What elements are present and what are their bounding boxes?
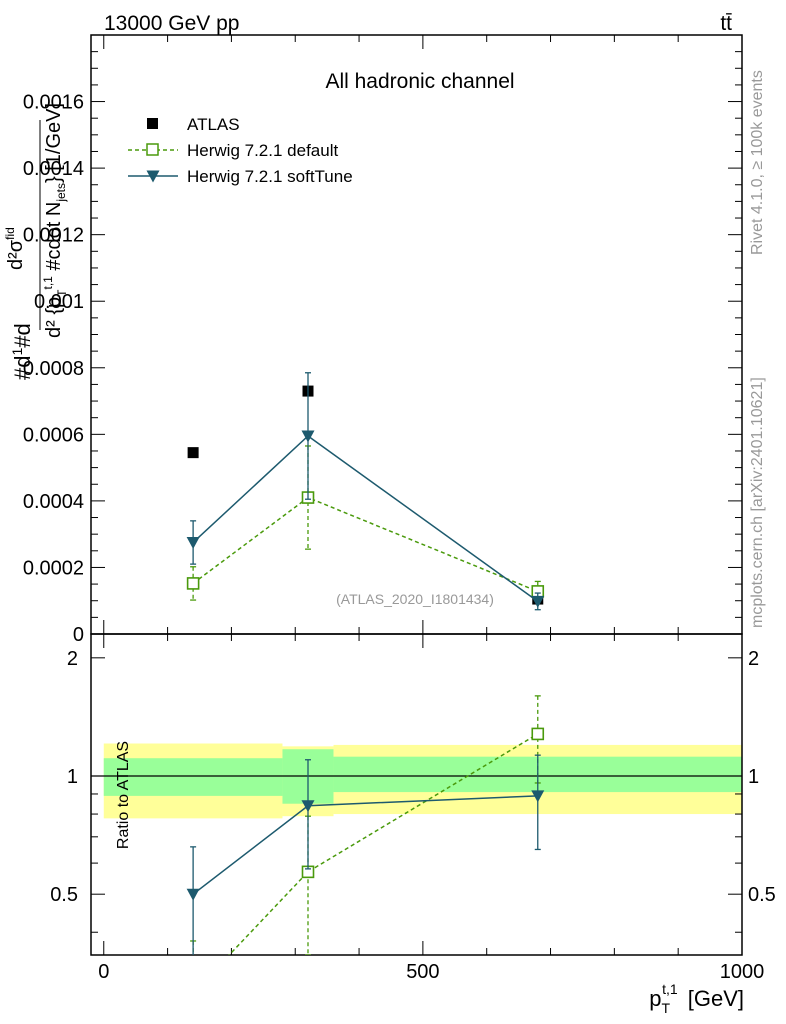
series-1-point-2	[531, 595, 545, 608]
y-ratio-tick-label-l-0.5: 0.5	[50, 884, 78, 906]
rivet-version-label: Rivet 4.1.0, ≥ 100k events	[749, 70, 766, 255]
x-tick-label-500: 500	[406, 961, 439, 983]
ratio-band-inner-0	[103, 758, 283, 796]
series-0-line	[192, 496, 539, 593]
atlas-point-0	[187, 447, 199, 459]
svg-text:d² {pTt,1 #cdot Njets} [1/GeV]: d² {pTt,1 #cdot Njets} [1/GeV]	[41, 103, 69, 338]
y-ratio-tick-label-r-2: 2	[748, 648, 759, 670]
series-1-point-1	[301, 430, 315, 443]
y-ratio-tick-label-l-2: 2	[67, 648, 78, 670]
mcplots-source-label: mcplots.cern.ch [arXiv:2401.10621]	[749, 377, 766, 628]
ratio-y-axis-label: Ratio to ATLAS	[115, 741, 132, 849]
legend-label-herwig-default: Herwig 7.2.1 default	[187, 141, 338, 160]
x-tick-label-1000: 1000	[720, 961, 765, 983]
series-1-line	[192, 435, 539, 602]
y-main-tick-label-0.0002: 0.0002	[23, 557, 84, 579]
y-ratio-tick-label-r-1: 1	[748, 766, 759, 788]
legend-marker-herwig-softtune	[146, 170, 160, 183]
ratio-uncertainty-bands	[103, 743, 742, 819]
legend-label-atlas: ATLAS	[187, 115, 240, 134]
x-tick-label-0: 0	[98, 961, 109, 983]
main-y-axis-label: #d1#d d²σfid d² {pTt,1 #cdot Njets} [1/G…	[3, 103, 69, 380]
axis-ticks	[91, 35, 743, 955]
legend: ATLAS Herwig 7.2.1 default Herwig 7.2.1 …	[128, 115, 353, 186]
ratio-series-layer	[186, 695, 545, 955]
header-process-label: tt̄	[720, 12, 732, 35]
ratio-plot-frame	[90, 633, 743, 956]
ratio-series-0-point-2	[531, 727, 545, 741]
y-main-tick-label-0.0014: 0.0014	[23, 158, 84, 180]
ratio-series-0-line	[228, 733, 539, 955]
ratio-series-1-point-0	[186, 888, 200, 901]
y-main-tick-label-0.0006: 0.0006	[23, 424, 84, 446]
ratio-series-1-point-2	[531, 790, 545, 803]
x-axis-label: pTt,1 [GeV]	[649, 981, 744, 1016]
svg-text:#d1#d: #d1#d	[9, 323, 35, 380]
main-series-layer	[186, 372, 545, 611]
legend-marker-atlas	[147, 118, 158, 129]
y-main-tick-label-0.0004: 0.0004	[23, 491, 84, 513]
y-main-tick-label-0: 0	[73, 624, 84, 646]
series-0-point-0	[186, 577, 200, 590]
y-main-tick-label-0.0008: 0.0008	[23, 358, 84, 380]
header-beam-label: 13000 GeV pp	[104, 12, 239, 35]
y-ratio-tick-label-r-0.5: 0.5	[748, 884, 776, 906]
series-1-point-0	[186, 536, 200, 549]
axis-tick-labels: 0 500 1000 0 0.0002 0.0004 0.0006 0.0008 0.001 0.…	[23, 92, 776, 983]
ratio-clipped-layer	[186, 695, 545, 955]
y-main-tick-label-0.0016: 0.0016	[23, 92, 84, 114]
legend-label-herwig-softtune: Herwig 7.2.1 softTune	[187, 167, 353, 186]
chart-title: All hadronic channel	[325, 70, 514, 93]
y-main-tick-label-0.001: 0.001	[34, 291, 84, 313]
analysis-watermark: (ATLAS_2020_I1801434)	[336, 591, 494, 607]
legend-marker-herwig-default	[146, 143, 159, 156]
y-ratio-tick-label-l-1: 1	[67, 766, 78, 788]
ratio-series-1-point-1	[301, 800, 315, 813]
y-main-tick-label-0.0012: 0.0012	[23, 225, 84, 247]
